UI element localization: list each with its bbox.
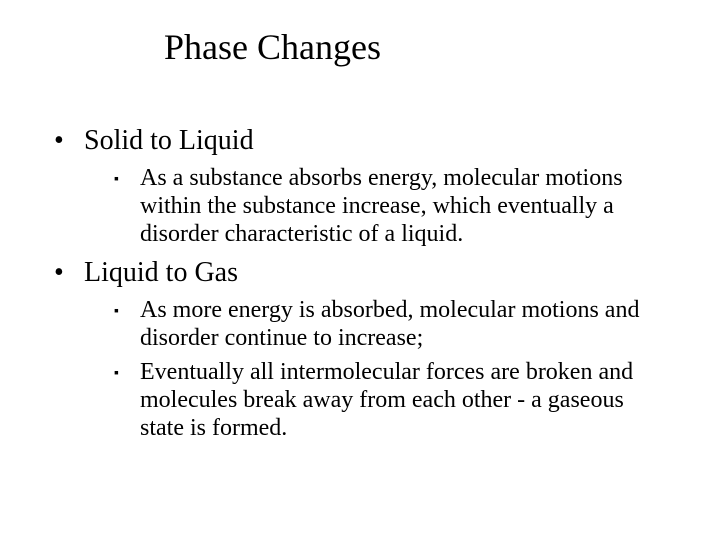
list-item: • Liquid to Gas (54, 256, 672, 290)
list-subitem: ▪ Eventually all intermolecular forces a… (114, 358, 672, 442)
list-subitem-text: As more energy is absorbed, molecular mo… (140, 296, 672, 352)
list-subitem: ▪ As more energy is absorbed, molecular … (114, 296, 672, 352)
slide-title: Phase Changes (164, 26, 381, 68)
list-subitem: ▪ As a substance absorbs energy, molecul… (114, 164, 672, 248)
bullet-square-icon: ▪ (114, 296, 140, 326)
bullet-dot-icon: • (54, 256, 84, 290)
list-item-text: Liquid to Gas (84, 256, 238, 290)
list-subitem-text: As a substance absorbs energy, molecular… (140, 164, 672, 248)
slide: Phase Changes • Solid to Liquid ▪ As a s… (0, 0, 720, 540)
list-item-text: Solid to Liquid (84, 124, 254, 158)
bullet-square-icon: ▪ (114, 358, 140, 388)
bullet-square-icon: ▪ (114, 164, 140, 194)
slide-body: • Solid to Liquid ▪ As a substance absor… (54, 124, 672, 444)
bullet-dot-icon: • (54, 124, 84, 158)
list-item: • Solid to Liquid (54, 124, 672, 158)
list-subitem-text: Eventually all intermolecular forces are… (140, 358, 672, 442)
